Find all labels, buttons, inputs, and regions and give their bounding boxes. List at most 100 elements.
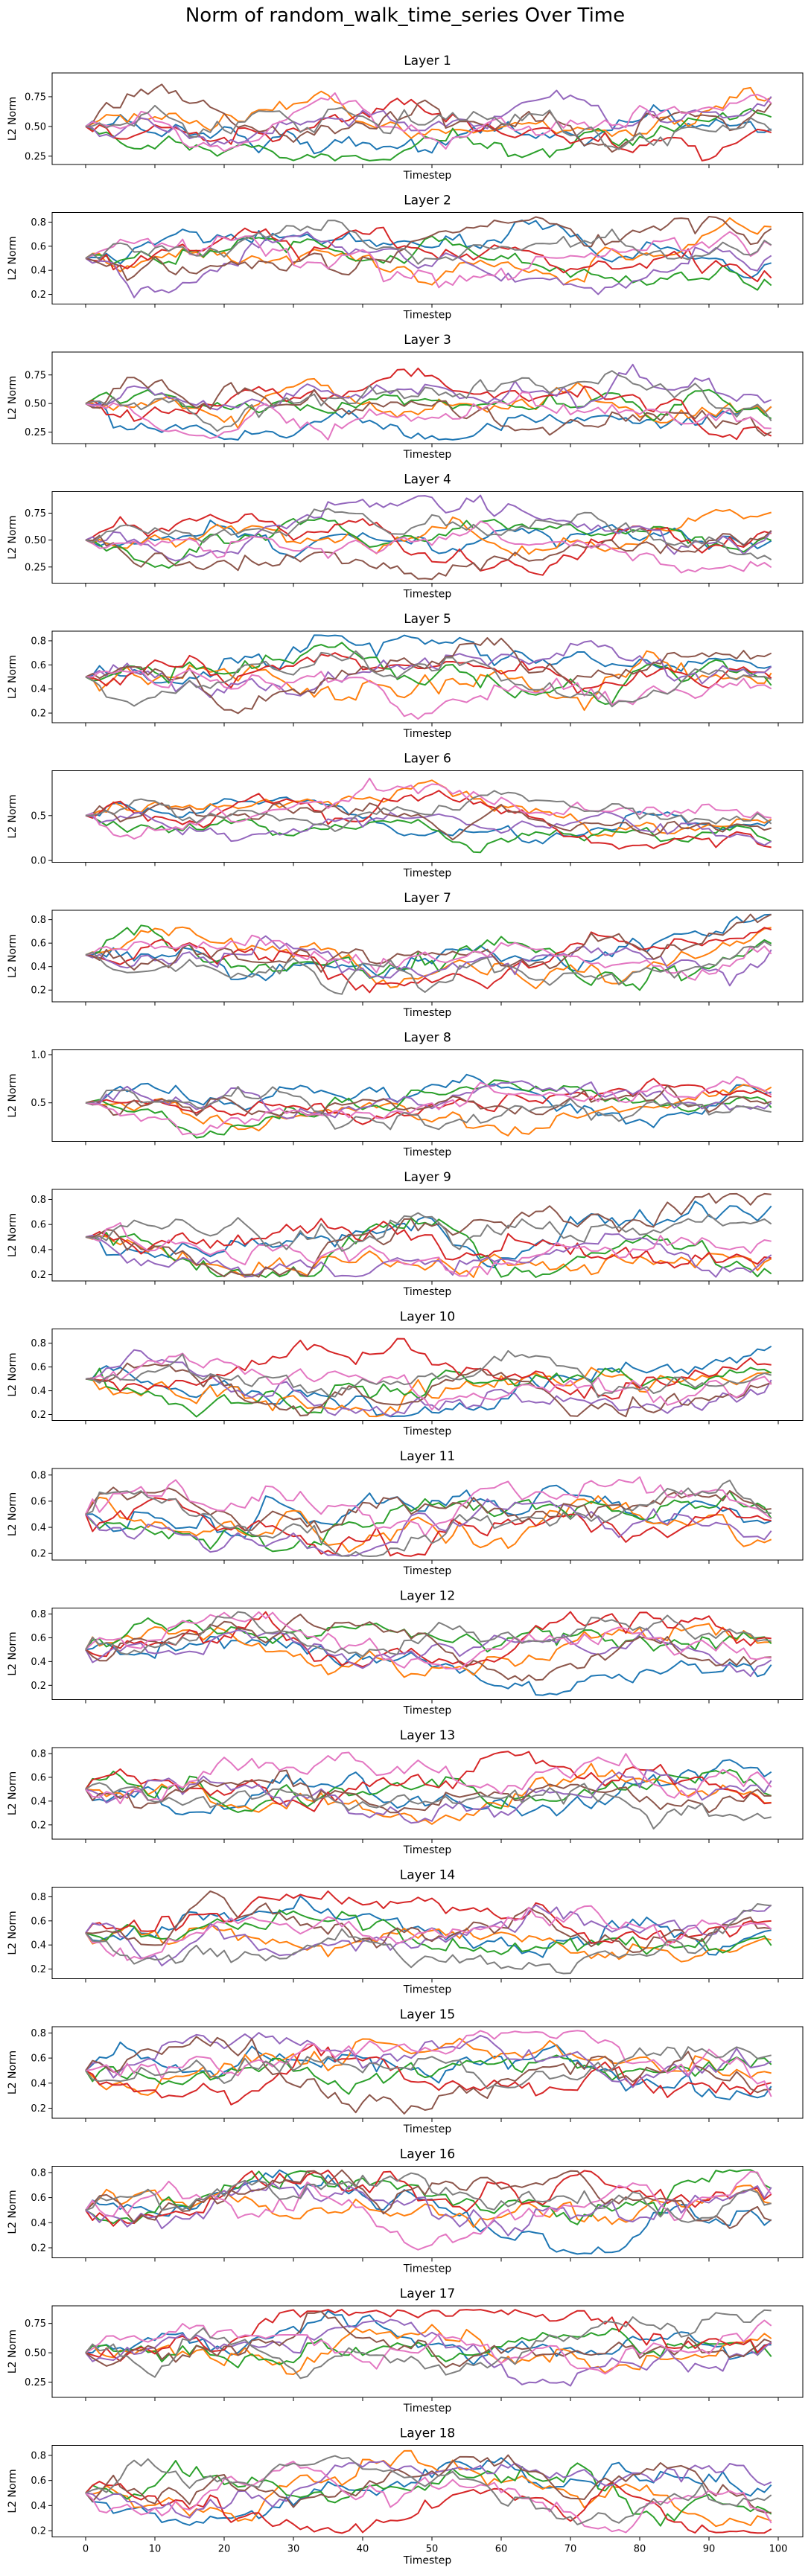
series-line [85,1769,772,1814]
layer-panel: Layer 12 L2 Norm 0.2 0.4 0.6 0.8 Timestep [7,1589,804,1717]
layer-panel: Layer 3 L2 Norm 0.25 0.50 0.75 Timestep [7,333,804,461]
y-tick-label: 0.6 [31,1362,46,1373]
series-line [85,1614,772,1682]
series-line [85,1490,772,1553]
series-line [85,2041,772,2100]
series-line [85,2309,772,2380]
series-line [85,802,772,841]
panel-title: Layer 2 [404,194,451,208]
panel-title: Layer 14 [400,1868,455,1883]
axes-frame [51,910,804,1003]
y-tick-label: 0.5 [31,1098,46,1109]
series-line [85,1627,772,1678]
y-axis-label: L2 Norm [7,515,19,559]
y-tick-label: 0.4 [31,1523,46,1534]
y-axis-label: L2 Norm [7,934,19,978]
layer-panel: Layer 15 L2 Norm 0.2 0.4 0.6 0.8 Timestep [7,2007,804,2135]
layer-panel: Layer 2 L2 Norm 0.2 0.4 0.6 0.8 Timestep [7,194,804,322]
y-axis-label: L2 Norm [7,1352,19,1396]
series-line [85,370,772,432]
x-axis-label: Timestep [403,1565,452,1577]
series-line [85,1635,772,1696]
series-line [85,1349,772,1399]
layer-panel: Layer 5 L2 Norm 0.2 0.4 0.6 0.8 Timestep [7,612,804,740]
y-tick-label: 0.2 [31,1410,46,1421]
series-group [85,1476,772,1557]
series-line [85,2460,772,2527]
series-line [85,652,772,694]
x-axis-label: Timestep [403,1844,452,1856]
y-tick-label: 0.5 [31,811,46,822]
series-line [85,530,772,581]
layer-panel: Layer 10 L2 Norm 0.2 0.4 0.6 0.8 Timestep [7,1310,804,1438]
y-tick-label: 0.4 [31,266,46,277]
series-line [85,494,772,562]
y-tick-label: 0.2 [31,709,46,720]
y-axis-label: L2 Norm [7,236,19,280]
x-axis-label: Timestep [403,2123,452,2135]
y-axis-label: L2 Norm [7,2469,19,2513]
layer-panel: Layer 17 L2 Norm 0.25 0.50 0.75 Timestep [7,2286,804,2414]
y-tick-label: 0.8 [31,1609,46,1620]
y-tick-label: 0.4 [31,1657,46,1668]
series-line [85,2310,772,2368]
series-line [85,377,772,437]
layer-panel: Layer 1 L2 Norm 0.25 0.50 0.75 Timestep [7,54,804,182]
series-line [85,2046,772,2090]
series-line [85,2054,772,2095]
series-line [85,2170,772,2251]
y-tick-label: 0.6 [31,1633,46,1644]
series-line [85,104,772,150]
y-tick-label: 0.8 [31,636,46,647]
panel-title: Layer 9 [404,1170,451,1185]
series-line [85,513,772,576]
series-line [85,814,772,854]
y-tick-label: 0.50 [25,399,46,410]
series-line [85,790,772,832]
series-line [85,941,772,995]
series-line [85,796,772,845]
panel-title: Layer 4 [404,473,451,488]
x-axis-label: Timestep [403,589,452,601]
y-tick-label: 0.2 [31,1820,46,1831]
series-line [85,1495,772,1553]
y-tick-label: 0.8 [31,2167,46,2179]
series-line [85,1762,772,1825]
series-line [85,790,772,850]
series-line [85,363,772,411]
series-line [85,2030,772,2097]
series-line [85,1086,772,1131]
y-axis-label: L2 Norm [7,1492,19,1536]
series-line [85,1201,772,1268]
y-tick-label: 0.8 [31,1470,46,1481]
layer-panel: Layer 8 L2 Norm 0.5 1.0 Timestep [7,1031,804,1159]
series-line [85,89,772,147]
series-line [85,1352,772,1410]
series-group [85,216,772,298]
y-tick-label: 1.0 [31,1049,46,1061]
series-line [85,1073,772,1128]
y-tick-label: 0.4 [31,2078,46,2089]
layer-panel: Layer 18 L2 Norm 0.2 0.4 0.6 0.8 0 10 20 30 40 50 60… [7,2426,804,2567]
layer-panel: Layer 4 L2 Norm 0.25 0.50 0.75 Timestep [7,473,804,601]
series-line [85,2172,772,2223]
series-line [85,217,772,286]
y-tick-label: 0.8 [31,1892,46,1903]
panel-title: Layer 8 [404,1031,451,1046]
series-line [85,508,772,560]
series-line [85,83,772,153]
series-group [85,83,772,162]
series-line [85,642,772,705]
x-axis-label: Timestep [403,1705,452,1717]
panel-title: Layer 7 [404,891,451,906]
y-tick-label: 0.6 [31,939,46,950]
y-axis-label: L2 Norm [7,2051,19,2094]
y-tick-label: 0.2 [31,290,46,301]
series-line [86,1084,772,1137]
series-line [85,2037,772,2096]
axes-frame [51,1468,804,1561]
axes-frame [51,2305,804,2398]
y-tick-label: 0.6 [31,660,46,671]
series-line [85,520,772,574]
